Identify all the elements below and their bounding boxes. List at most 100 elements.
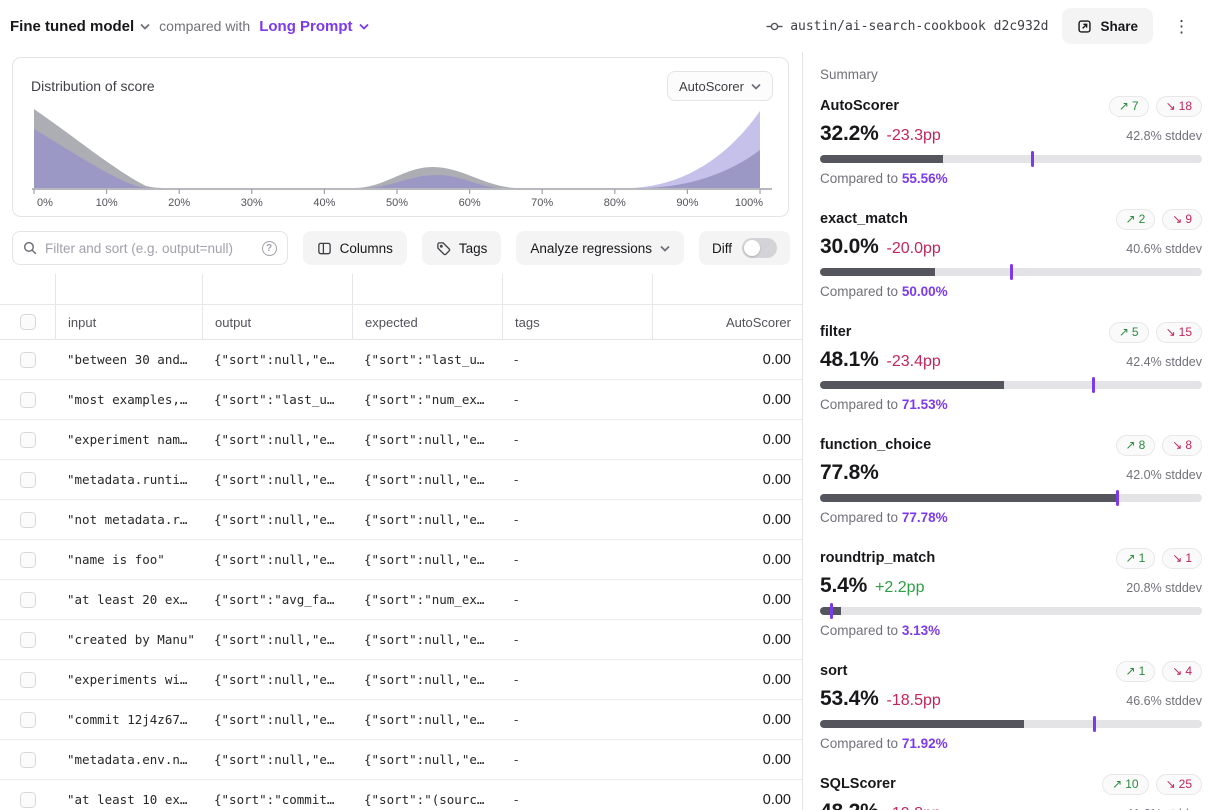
- cell-tags[interactable]: -: [514, 672, 519, 687]
- regressed-badge[interactable]: ↘ 18: [1155, 95, 1202, 117]
- compared-value[interactable]: 77.78%: [901, 510, 948, 525]
- cell-output[interactable]: {"sort":"avg_fa…: [214, 592, 335, 607]
- cell-expected[interactable]: {"sort":"num_ex…: [364, 592, 485, 607]
- table-row[interactable]: "at least 20 ex… {"sort":"avg_fa… {"sort…: [0, 580, 802, 620]
- compared-value[interactable]: 50.00%: [901, 284, 948, 299]
- analyze-regressions-button[interactable]: Analyze regressions: [516, 231, 684, 265]
- table-row[interactable]: "commit 12j4z67… {"sort":null,"e… {"sort…: [0, 700, 802, 740]
- cell-output[interactable]: {"sort":null,"e…: [214, 552, 335, 567]
- row-checkbox[interactable]: [19, 351, 36, 368]
- cell-input[interactable]: "name is foo": [67, 552, 165, 567]
- row-checkbox[interactable]: [19, 551, 36, 568]
- cell-score[interactable]: 0.00: [762, 471, 791, 488]
- column-header-output[interactable]: output: [202, 305, 352, 339]
- cell-expected[interactable]: {"sort":"num_ex…: [364, 392, 485, 407]
- cell-score[interactable]: 0.00: [762, 431, 791, 448]
- cell-expected[interactable]: {"sort":null,"e…: [364, 632, 485, 647]
- compared-value[interactable]: 3.13%: [901, 623, 941, 638]
- repo-commit-ref[interactable]: austin/ai-search-cookbook d2c932d: [766, 18, 1048, 35]
- cell-tags[interactable]: -: [514, 512, 519, 527]
- table-row[interactable]: "name is foo" {"sort":null,"e… {"sort":n…: [0, 540, 802, 580]
- diff-toggle[interactable]: [742, 238, 777, 258]
- cell-expected[interactable]: {"sort":null,"e…: [364, 472, 485, 487]
- column-header-expected[interactable]: expected: [352, 305, 502, 339]
- cell-input[interactable]: "at least 10 ex…: [67, 792, 188, 807]
- cell-tags[interactable]: -: [514, 632, 519, 647]
- improved-badge[interactable]: ↗ 2: [1115, 208, 1156, 230]
- cell-output[interactable]: {"sort":null,"e…: [214, 512, 335, 527]
- cell-score[interactable]: 0.00: [762, 671, 791, 688]
- table-row[interactable]: "not metadata.r… {"sort":null,"e… {"sort…: [0, 500, 802, 540]
- cell-input[interactable]: "between 30 and…: [67, 352, 188, 367]
- row-checkbox[interactable]: [19, 711, 36, 728]
- row-checkbox[interactable]: [19, 671, 36, 688]
- cell-tags[interactable]: -: [514, 432, 519, 447]
- cell-output[interactable]: {"sort":null,"e…: [214, 432, 335, 447]
- cell-tags[interactable]: -: [514, 752, 519, 767]
- table-row[interactable]: "metadata.runti… {"sort":null,"e… {"sort…: [0, 460, 802, 500]
- regressed-badge[interactable]: ↘ 1: [1162, 547, 1202, 569]
- cell-input[interactable]: "experiments wi…: [67, 672, 188, 687]
- cell-expected[interactable]: {"sort":null,"e…: [364, 712, 485, 727]
- row-checkbox[interactable]: [19, 751, 36, 768]
- cell-input[interactable]: "created by Manu": [67, 632, 195, 647]
- row-checkbox[interactable]: [19, 631, 36, 648]
- regressed-badge[interactable]: ↘ 9: [1162, 208, 1202, 230]
- regressed-badge[interactable]: ↘ 8: [1162, 434, 1202, 456]
- cell-input[interactable]: "most examples,…: [67, 392, 188, 407]
- cell-expected[interactable]: {"sort":null,"e…: [364, 512, 485, 527]
- cell-score[interactable]: 0.00: [762, 711, 791, 728]
- cell-input[interactable]: "commit 12j4z67…: [67, 712, 188, 727]
- row-checkbox[interactable]: [19, 791, 36, 808]
- primary-model-select[interactable]: Fine tuned model: [10, 18, 150, 35]
- columns-button[interactable]: Columns: [302, 231, 407, 265]
- cell-score[interactable]: 0.00: [762, 791, 791, 808]
- table-row[interactable]: "metadata.env.n… {"sort":null,"e… {"sort…: [0, 740, 802, 780]
- cell-tags[interactable]: -: [514, 592, 519, 607]
- improved-badge[interactable]: ↗ 1: [1115, 660, 1156, 682]
- cell-tags[interactable]: -: [514, 392, 519, 407]
- cell-output[interactable]: {"sort":null,"e…: [214, 712, 335, 727]
- cell-output[interactable]: {"sort":null,"e…: [214, 352, 335, 367]
- comparison-model-select[interactable]: Long Prompt: [259, 18, 369, 35]
- cell-tags[interactable]: -: [514, 712, 519, 727]
- filter-search-input[interactable]: [45, 240, 254, 256]
- cell-input[interactable]: "experiment nam…: [67, 432, 188, 447]
- cell-score[interactable]: 0.00: [762, 631, 791, 648]
- cell-score[interactable]: 0.00: [762, 591, 791, 608]
- share-button[interactable]: Share: [1062, 8, 1153, 44]
- cell-score[interactable]: 0.00: [762, 751, 791, 768]
- table-row[interactable]: "experiment nam… {"sort":null,"e… {"sort…: [0, 420, 802, 460]
- improved-badge[interactable]: ↗ 10: [1102, 773, 1149, 795]
- cell-tags[interactable]: -: [514, 352, 519, 367]
- regressed-badge[interactable]: ↘ 4: [1162, 660, 1202, 682]
- filter-search[interactable]: ?: [12, 231, 288, 265]
- regressed-badge[interactable]: ↘ 15: [1155, 321, 1202, 343]
- cell-output[interactable]: {"sort":null,"e…: [214, 672, 335, 687]
- cell-input[interactable]: "at least 20 ex…: [67, 592, 188, 607]
- cell-expected[interactable]: {"sort":null,"e…: [364, 432, 485, 447]
- cell-score[interactable]: 0.00: [762, 391, 791, 408]
- cell-expected[interactable]: {"sort":null,"e…: [364, 672, 485, 687]
- cell-output[interactable]: {"sort":"commit…: [214, 792, 335, 807]
- improved-badge[interactable]: ↗ 8: [1115, 434, 1156, 456]
- cell-score[interactable]: 0.00: [762, 351, 791, 368]
- help-icon[interactable]: ?: [261, 240, 277, 256]
- cell-input[interactable]: "not metadata.r…: [67, 512, 188, 527]
- cell-expected[interactable]: {"sort":"(sourc…: [364, 792, 485, 807]
- row-checkbox[interactable]: [19, 391, 36, 408]
- cell-tags[interactable]: -: [514, 552, 519, 567]
- regressed-badge[interactable]: ↘ 25: [1155, 773, 1202, 795]
- cell-input[interactable]: "metadata.env.n…: [67, 752, 188, 767]
- row-checkbox[interactable]: [19, 511, 36, 528]
- cell-output[interactable]: {"sort":"last_u…: [214, 392, 335, 407]
- table-row[interactable]: "most examples,… {"sort":"last_u… {"sort…: [0, 380, 802, 420]
- improved-badge[interactable]: ↗ 5: [1108, 321, 1149, 343]
- cell-expected[interactable]: {"sort":null,"e…: [364, 552, 485, 567]
- cell-output[interactable]: {"sort":null,"e…: [214, 752, 335, 767]
- row-checkbox[interactable]: [19, 471, 36, 488]
- cell-tags[interactable]: -: [514, 792, 519, 807]
- cell-score[interactable]: 0.00: [762, 511, 791, 528]
- row-checkbox[interactable]: [19, 431, 36, 448]
- table-row[interactable]: "between 30 and… {"sort":null,"e… {"sort…: [0, 340, 802, 380]
